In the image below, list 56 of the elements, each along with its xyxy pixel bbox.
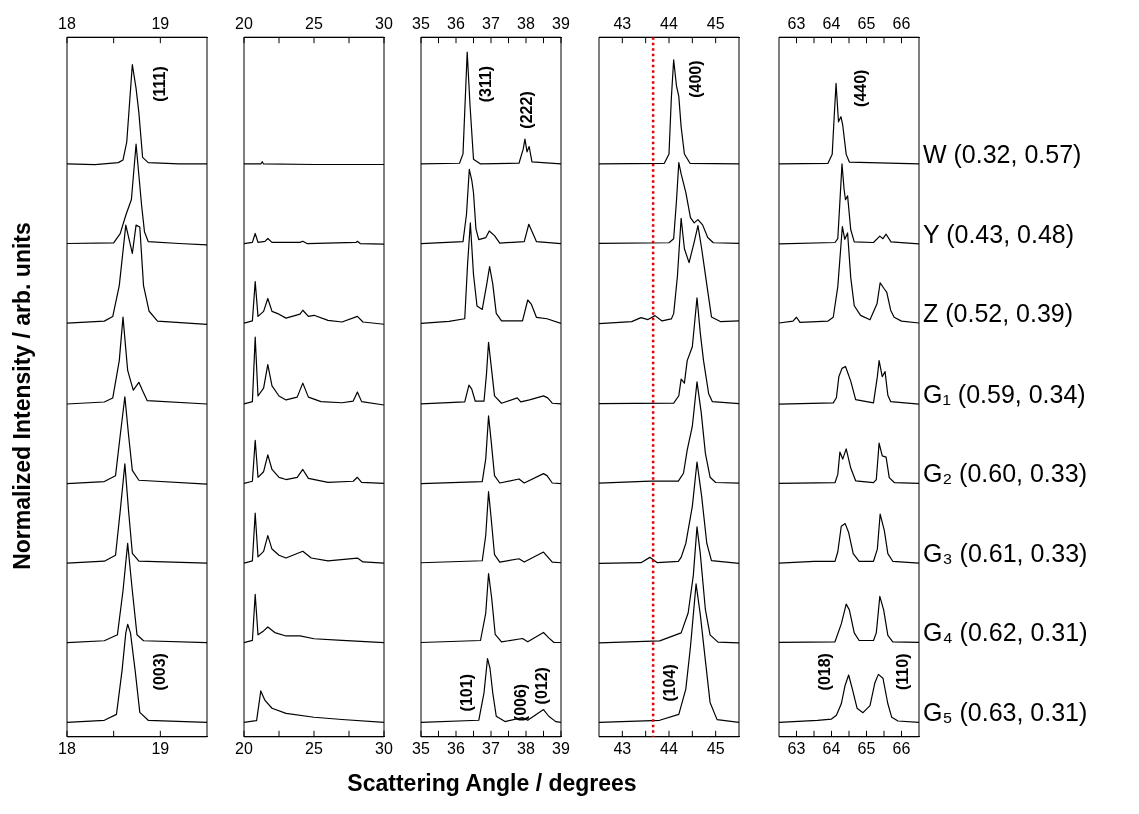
x2-tick-label: 45 — [706, 15, 725, 33]
x-tick-label: 36 — [447, 739, 465, 757]
series-label: G₅ (0.63, 0.31) — [923, 698, 1088, 727]
x2-tick-label: 43 — [613, 15, 632, 33]
annotation: (012) — [533, 667, 551, 705]
x-tick-label: 66 — [892, 739, 911, 757]
x-tick-label: 44 — [660, 739, 678, 757]
x-tick-label: 30 — [375, 739, 393, 757]
annotation: (003) — [151, 653, 169, 691]
series-label: Z (0.52, 0.39) — [923, 298, 1074, 327]
x2-tick-label: 25 — [305, 15, 323, 33]
x-tick-label: 64 — [822, 739, 841, 757]
series-label: G₁ (0.59, 0.34) — [923, 380, 1086, 409]
x2-tick-label: 30 — [375, 15, 393, 33]
x2-tick-label: 63 — [787, 15, 806, 33]
annotation: (101) — [457, 674, 475, 712]
x2-tick-label: 38 — [517, 15, 535, 33]
x-tick-label: 19 — [151, 739, 170, 757]
x-tick-label: 43 — [613, 739, 632, 757]
x2-tick-label: 19 — [151, 15, 170, 33]
x2-tick-label: 64 — [822, 15, 841, 33]
annotation: (440) — [852, 69, 870, 107]
x-tick-label: 20 — [235, 739, 253, 757]
annotation: (222) — [517, 91, 535, 129]
x-tick-label: 38 — [517, 739, 535, 757]
x-tick-label: 35 — [412, 739, 430, 757]
x2-tick-label: 39 — [552, 15, 570, 33]
annotation: (311) — [477, 65, 495, 103]
series-label: G₄ (0.62, 0.31) — [923, 618, 1088, 647]
annotation: (111) — [151, 66, 169, 102]
x2-tick-label: 36 — [447, 15, 465, 33]
annotation: (110) — [894, 653, 912, 690]
x-tick-label: 39 — [552, 739, 570, 757]
series-label: Y (0.43, 0.48) — [923, 219, 1075, 248]
x2-tick-label: 65 — [857, 15, 876, 33]
x2-tick-label: 18 — [58, 15, 76, 33]
x-axis-title: Scattering Angle / degrees — [347, 770, 637, 797]
x2-tick-label: 66 — [892, 15, 911, 33]
x-tick-label: 18 — [58, 739, 76, 757]
annotation: (018) — [815, 653, 833, 691]
x2-tick-label: 44 — [660, 15, 678, 33]
x2-tick-label: 35 — [412, 15, 430, 33]
x-tick-label: 45 — [706, 739, 725, 757]
x2-tick-label: 37 — [482, 15, 500, 33]
x-tick-label: 63 — [787, 739, 806, 757]
series-label: G₃ (0.61, 0.33) — [923, 539, 1088, 568]
y-axis-title: Normalized Intensity / arb. units — [8, 222, 36, 570]
annotation: (400) — [687, 60, 705, 98]
annotation: (006) — [512, 683, 530, 722]
series-label: G₂ (0.60, 0.33) — [923, 459, 1087, 488]
annotation: (104) — [660, 664, 678, 702]
x2-tick-label: 20 — [235, 15, 253, 33]
x-tick-label: 37 — [482, 739, 500, 757]
x-tick-label: 25 — [305, 739, 323, 757]
x-tick-label: 65 — [857, 739, 876, 757]
series-label: W (0.32, 0.57) — [923, 139, 1082, 168]
